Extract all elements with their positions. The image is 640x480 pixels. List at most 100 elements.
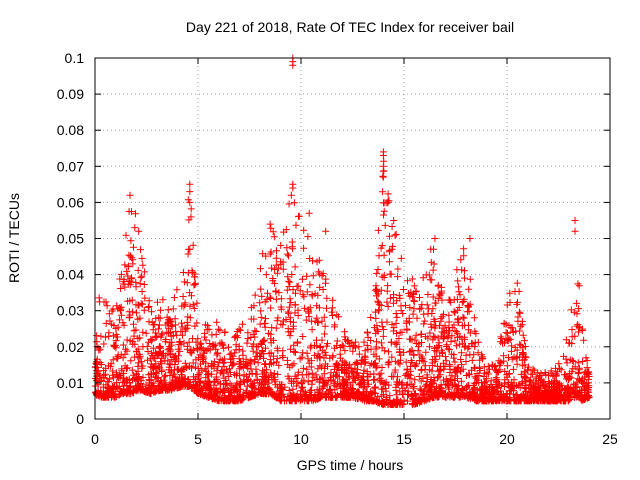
- data-point: [320, 313, 328, 321]
- y-tick-label: 0.08: [57, 122, 84, 138]
- data-point: [363, 396, 371, 403]
- data-point: [315, 386, 323, 394]
- data-point: [506, 299, 514, 306]
- data-point: [102, 364, 110, 372]
- data-point: [372, 364, 380, 372]
- data-point: [188, 292, 195, 300]
- data-point: [299, 383, 306, 391]
- data-point: [129, 388, 137, 396]
- data-point: [277, 241, 285, 249]
- data-point: [418, 353, 426, 361]
- data-point: [137, 274, 145, 282]
- data-point: [458, 298, 466, 306]
- data-point: [306, 281, 314, 289]
- data-point: [430, 260, 438, 268]
- data-point: [268, 264, 276, 272]
- data-point: [410, 282, 418, 290]
- data-point: [438, 313, 446, 321]
- data-point: [283, 250, 291, 258]
- data-point: [514, 298, 521, 306]
- x-tick-label: 10: [293, 431, 309, 447]
- data-point: [178, 302, 186, 310]
- data-point: [138, 300, 146, 308]
- data-point: [439, 392, 447, 400]
- data-point: [109, 367, 117, 375]
- data-point: [294, 379, 302, 387]
- data-point: [222, 366, 230, 374]
- y-tick-label: 0.09: [57, 86, 84, 102]
- data-point: [172, 321, 180, 329]
- data-point: [279, 265, 287, 273]
- data-point: [164, 386, 172, 394]
- data-point: [412, 360, 420, 368]
- data-point: [455, 288, 463, 296]
- data-point: [460, 245, 468, 253]
- data-point: [111, 342, 119, 349]
- data-point: [252, 390, 260, 398]
- data-point: [155, 362, 163, 370]
- data-point: [285, 303, 293, 311]
- data-point: [426, 329, 434, 337]
- data-point: [424, 334, 432, 342]
- data-point: [450, 354, 458, 362]
- data-point: [105, 378, 113, 386]
- data-point: [399, 310, 407, 317]
- data-point: [434, 282, 442, 290]
- data-point: [439, 348, 446, 356]
- data-point: [254, 359, 262, 367]
- data-point: [352, 359, 360, 366]
- data-point: [474, 397, 482, 405]
- data-point: [445, 311, 453, 319]
- data-point: [117, 270, 125, 278]
- data-point: [298, 353, 306, 361]
- data-point: [444, 333, 452, 341]
- data-point: [247, 360, 255, 368]
- y-tick-label: 0.01: [57, 375, 84, 391]
- data-point: [285, 309, 293, 317]
- data-point: [315, 256, 323, 264]
- data-point: [446, 362, 454, 370]
- data-point: [226, 351, 234, 359]
- data-point: [293, 282, 301, 290]
- data-point: [285, 283, 293, 290]
- data-point: [466, 329, 474, 337]
- data-point: [285, 200, 293, 208]
- data-point: [515, 397, 523, 405]
- data-point: [302, 391, 309, 398]
- data-point: [394, 273, 402, 281]
- data-point: [447, 392, 455, 399]
- data-point: [411, 376, 419, 384]
- data-point: [351, 377, 359, 384]
- data-point: [338, 341, 346, 349]
- data-point: [177, 371, 185, 379]
- data-point: [392, 319, 400, 327]
- data-point: [460, 297, 468, 305]
- data-point: [226, 380, 234, 388]
- data-point: [422, 271, 430, 279]
- data-point: [277, 381, 285, 389]
- data-point: [141, 268, 149, 276]
- data-point: [211, 387, 219, 395]
- data-point: [169, 305, 177, 313]
- data-point: [289, 245, 297, 253]
- data-point: [291, 301, 299, 309]
- data-point: [102, 393, 110, 401]
- data-point: [571, 217, 579, 224]
- data-point: [273, 344, 281, 352]
- data-point: [307, 357, 315, 365]
- data-point: [406, 318, 413, 326]
- data-point: [157, 331, 165, 339]
- data-point: [279, 347, 287, 355]
- data-point: [184, 250, 192, 258]
- data-point: [146, 382, 154, 390]
- data-point: [398, 380, 406, 388]
- data-point: [138, 364, 146, 372]
- data-point: [415, 373, 423, 380]
- data-point: [316, 343, 324, 350]
- data-point: [513, 279, 521, 287]
- data-point: [289, 184, 297, 192]
- data-point: [183, 318, 191, 326]
- data-point: [364, 333, 372, 341]
- data-point: [477, 387, 485, 395]
- data-point: [261, 360, 269, 368]
